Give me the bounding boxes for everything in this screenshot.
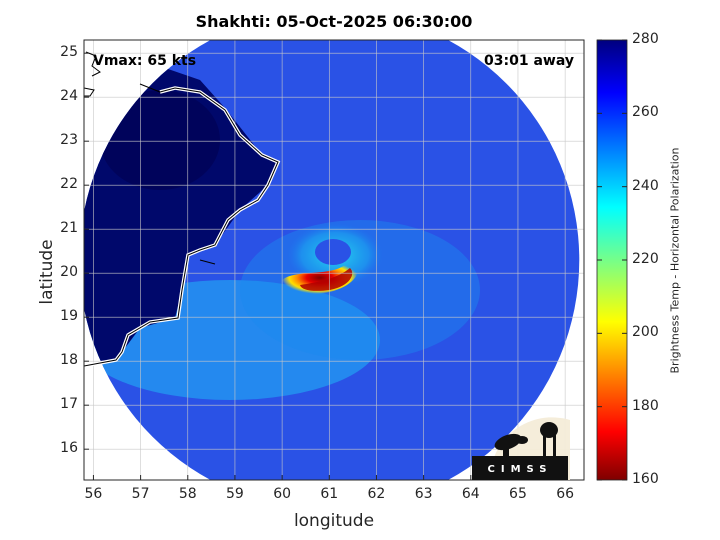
coastline-outline	[84, 87, 279, 367]
y-tick-label: 24	[60, 88, 78, 105]
land-cold-area	[100, 90, 220, 190]
y-tick-label: 18	[60, 352, 78, 369]
y-tick-label: 20	[60, 264, 78, 281]
y-tick-label: 25	[60, 44, 78, 61]
x-tick-label: 62	[367, 486, 386, 502]
y-axis-label: latitude	[37, 239, 57, 305]
y-axis-ticks	[84, 52, 89, 450]
y-tick-label: 19	[60, 308, 78, 325]
y-tick-label: 22	[60, 176, 78, 193]
colorbar-tick-label: 280	[632, 31, 659, 47]
colorbar-tick-label: 220	[632, 251, 659, 267]
colorbar-tick-label: 200	[632, 324, 659, 341]
x-tick-label: 64	[461, 486, 480, 502]
y-tick-label: 17	[60, 396, 78, 413]
colorbar-tick-label: 240	[632, 177, 659, 194]
x-tick-label: 59	[226, 486, 244, 502]
x-tick-label: 65	[509, 486, 527, 502]
x-tick-label: 58	[178, 486, 197, 502]
x-tick-label: 60	[273, 486, 292, 502]
colorbar-tick-label: 160	[632, 471, 659, 487]
y-tick-label: 23	[60, 132, 78, 149]
x-axis-label: longitude	[293, 511, 375, 531]
x-tick-label: 63	[414, 486, 433, 502]
x-tick-label: 61	[320, 486, 339, 502]
colorbar-tick-label: 260	[632, 104, 659, 121]
time-away-label: 03:01 away	[484, 53, 574, 69]
plot-frame	[83, 39, 585, 481]
colorbar-ticks	[597, 39, 627, 481]
colorbar-title: Brightness Temp - Horizontal Polarizatio…	[668, 147, 682, 374]
x-tick-label: 57	[131, 486, 150, 502]
swath-imagery	[84, 40, 580, 480]
cimss-logo	[472, 417, 570, 480]
map-title: Shakhti: 05-Oct-2025 06:30:00	[195, 12, 473, 31]
coastline-detail	[84, 51, 216, 265]
vmax-label: Vmax: 65 kts	[93, 53, 197, 69]
warm-core-peak	[300, 268, 353, 291]
x-tick-label: 66	[556, 486, 575, 502]
y-tick-label: 21	[60, 220, 78, 237]
storm-eye	[315, 239, 351, 265]
colorbar-tick-label: 180	[632, 397, 659, 414]
x-tick-label: 56	[84, 486, 103, 502]
y-tick-label: 16	[60, 440, 78, 457]
cimss-logo-text: CIMSS	[487, 464, 553, 475]
